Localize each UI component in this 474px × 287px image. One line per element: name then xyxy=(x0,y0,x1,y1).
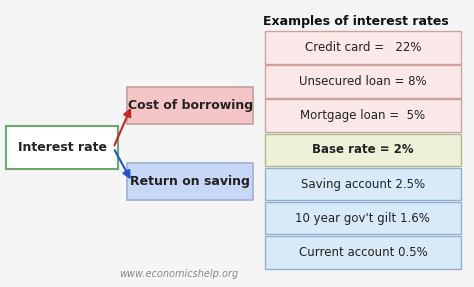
Text: Credit card =   22%: Credit card = 22% xyxy=(305,41,421,54)
FancyBboxPatch shape xyxy=(265,236,461,269)
FancyBboxPatch shape xyxy=(265,100,461,132)
FancyBboxPatch shape xyxy=(265,31,461,64)
Text: Base rate = 2%: Base rate = 2% xyxy=(312,144,414,156)
Text: Saving account 2.5%: Saving account 2.5% xyxy=(301,177,425,191)
Text: Examples of interest rates: Examples of interest rates xyxy=(263,15,449,28)
Text: Interest rate: Interest rate xyxy=(18,141,107,154)
Text: Cost of borrowing: Cost of borrowing xyxy=(128,99,253,112)
Text: 10 year gov't gilt 1.6%: 10 year gov't gilt 1.6% xyxy=(295,212,430,225)
Text: Current account 0.5%: Current account 0.5% xyxy=(299,246,427,259)
FancyBboxPatch shape xyxy=(265,202,461,234)
FancyBboxPatch shape xyxy=(265,65,461,98)
Text: Mortgage loan =  5%: Mortgage loan = 5% xyxy=(301,109,426,122)
Text: www.economicshelp.org: www.economicshelp.org xyxy=(119,269,238,279)
FancyBboxPatch shape xyxy=(6,127,118,169)
FancyBboxPatch shape xyxy=(265,133,461,166)
Text: Return on saving: Return on saving xyxy=(130,175,250,188)
FancyBboxPatch shape xyxy=(265,168,461,200)
Text: Unsecured loan = 8%: Unsecured loan = 8% xyxy=(299,75,427,88)
FancyBboxPatch shape xyxy=(128,163,253,200)
FancyBboxPatch shape xyxy=(128,87,253,124)
